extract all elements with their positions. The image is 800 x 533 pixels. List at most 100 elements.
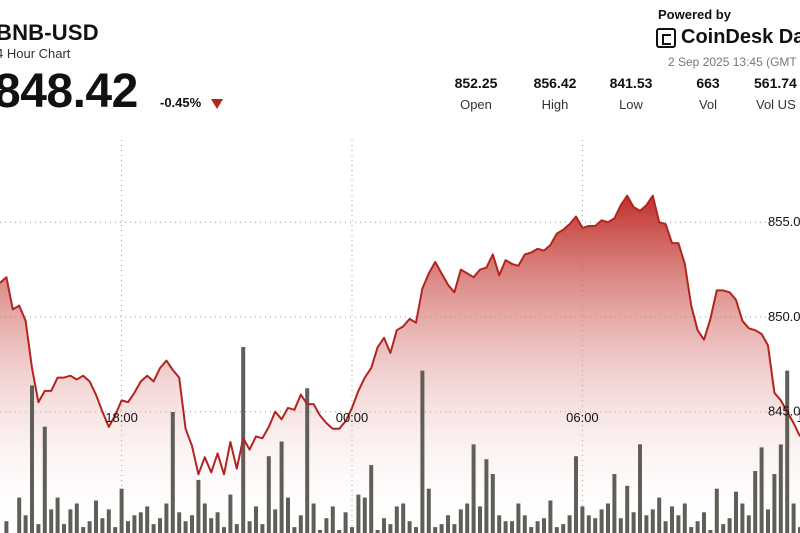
volume-bar: [100, 518, 105, 533]
volume-bar: [458, 509, 463, 533]
volume-bar: [49, 509, 54, 533]
volume-bars: [4, 347, 800, 533]
x-tick-label: 12:00: [797, 410, 800, 425]
x-tick-label: 06:00: [566, 410, 599, 425]
stat-vol-usd: 561.74 Vol US: [738, 75, 800, 112]
stat-vol-label: Vol: [698, 97, 718, 112]
volume-bar: [414, 527, 418, 533]
volume-bar: [337, 530, 342, 533]
volume-bar: [471, 444, 476, 533]
volume-bar: [657, 497, 662, 533]
volume-bar: [586, 515, 591, 533]
volume-bar: [561, 524, 566, 533]
volume-bar: [202, 503, 207, 533]
volume-bar: [158, 518, 162, 533]
volume-bar: [177, 512, 182, 533]
stat-vol: 663 Vol: [668, 75, 748, 112]
x-tick-label: 18:00: [105, 410, 138, 425]
volume-bar: [682, 503, 687, 533]
volume-bar: [734, 491, 738, 533]
down-arrow-icon: [211, 99, 223, 109]
stat-low-label: Low: [619, 97, 643, 112]
y-tick-label: 845.0: [768, 404, 800, 419]
current-price: 848.42: [0, 65, 138, 118]
volume-bar: [151, 524, 156, 533]
coindesk-logo-icon: [656, 27, 676, 48]
volume-bar: [42, 426, 47, 533]
volume-bar: [356, 494, 361, 533]
volume-bar: [401, 503, 406, 533]
pair-title: BNB-USD: [0, 20, 99, 45]
volume-bar: [567, 515, 572, 533]
volume-bar: [94, 500, 98, 533]
volume-bar: [740, 503, 745, 533]
brand-name: CoinDesk Dat: [681, 26, 800, 48]
stat-open-value: 852.25: [454, 75, 498, 91]
volume-bar: [753, 471, 758, 533]
volume-bar: [62, 524, 66, 533]
volume-bar: [446, 515, 450, 533]
volume-bar: [695, 521, 700, 533]
volume-bar: [593, 518, 598, 533]
volume-bar: [490, 474, 495, 533]
chart-subtitle: 4 Hour Chart: [0, 46, 71, 61]
volume-bar: [164, 503, 169, 533]
volume-bar: [599, 509, 604, 533]
volume-bar: [510, 521, 514, 533]
volume-bar: [362, 497, 367, 533]
volume-bar: [420, 370, 425, 533]
volume-bar: [791, 503, 796, 533]
volume-bar: [375, 530, 380, 533]
price-line: [0, 194, 800, 476]
volume-bar: [106, 509, 111, 533]
volume-bar: [17, 497, 22, 533]
volume-bar: [631, 512, 636, 533]
volume-bar: [580, 506, 585, 533]
volume-bar: [574, 456, 578, 533]
volume-bar: [330, 506, 335, 533]
volume-bar: [273, 509, 278, 533]
price-area: [0, 195, 800, 533]
stat-vol-value: 663: [696, 75, 720, 91]
volume-bar: [394, 506, 399, 533]
stat-high: 856.42 High: [515, 75, 595, 112]
volume-bar: [433, 527, 438, 533]
volume-bar: [612, 474, 617, 533]
volume-bar: [746, 515, 751, 533]
volume-bar: [55, 497, 60, 533]
volume-bar: [618, 518, 623, 533]
volume-bar: [721, 524, 726, 533]
volume-bar: [311, 503, 316, 533]
volume-bar: [439, 524, 444, 533]
volume-bar: [36, 524, 41, 533]
price-series-line: [0, 194, 800, 476]
volume-bar: [343, 512, 348, 533]
y-tick-label: 855.0: [768, 214, 800, 229]
x-axis-ticks: 18:00 00:00 06:00 12:00: [105, 410, 800, 425]
volume-bar: [170, 412, 175, 533]
volume-bar: [452, 524, 457, 533]
volume-bar: [68, 509, 73, 533]
volume-bar: [279, 441, 284, 533]
volume-bar: [778, 444, 783, 533]
volume-bar: [215, 512, 220, 533]
volume-bar: [670, 506, 674, 533]
volume-bar: [292, 527, 297, 533]
volume-bar: [638, 444, 642, 533]
volume-bar: [126, 521, 130, 533]
volume-bar: [606, 503, 610, 533]
stat-high-label: High: [541, 97, 569, 112]
volume-bar: [542, 518, 546, 533]
volume-bar: [382, 518, 386, 533]
volume-bar: [548, 500, 553, 533]
stat-vol-usd-value: 561.74: [754, 75, 797, 91]
volume-bar: [708, 530, 713, 533]
volume-bar: [74, 503, 79, 533]
volume-bar: [30, 385, 34, 533]
volume-bar: [113, 527, 118, 533]
volume-bar: [388, 524, 393, 533]
volume-bar: [516, 503, 521, 533]
volume-bar: [650, 509, 655, 533]
volume-bar: [785, 370, 790, 533]
volume-bar: [644, 515, 649, 533]
